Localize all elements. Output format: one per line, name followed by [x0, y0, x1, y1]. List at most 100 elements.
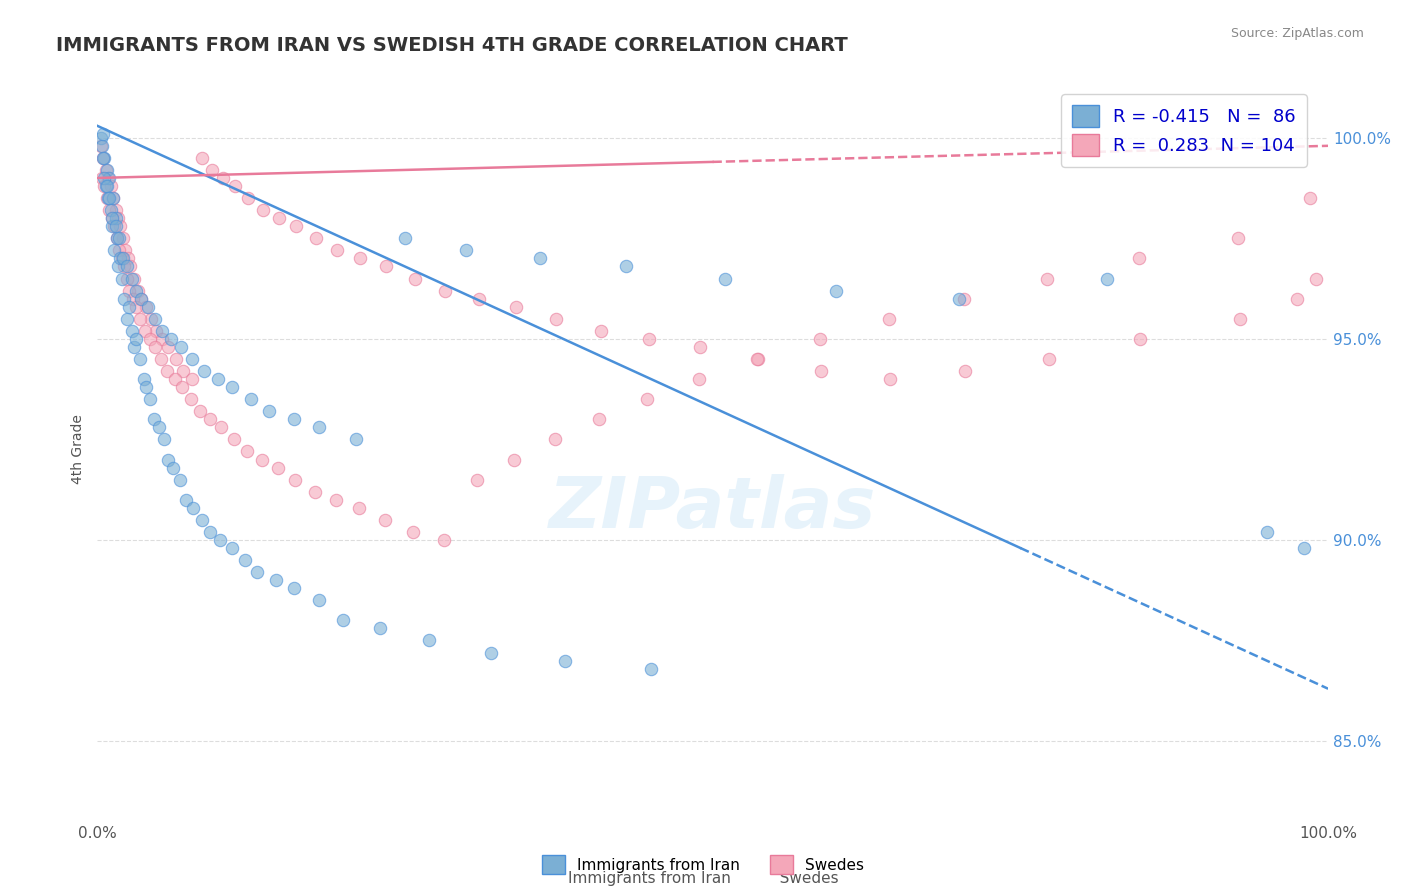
Point: [529, 252, 551, 266]
Point: [238, 191, 260, 205]
Point: [162, 460, 184, 475]
Point: [285, 219, 308, 234]
Point: [264, 573, 287, 587]
Point: [160, 332, 183, 346]
Point: [121, 292, 143, 306]
Point: [132, 372, 155, 386]
Point: [221, 380, 243, 394]
Point: [418, 633, 440, 648]
Point: [135, 380, 157, 394]
Point: [221, 541, 243, 555]
Point: [100, 179, 122, 194]
Point: [90, 130, 112, 145]
Point: [101, 211, 124, 226]
Point: [122, 271, 145, 285]
Point: [546, 311, 568, 326]
Point: [180, 392, 202, 407]
Point: [1286, 292, 1309, 306]
Point: [209, 420, 232, 434]
Point: [1036, 271, 1059, 285]
Point: [150, 351, 173, 366]
Point: [148, 420, 170, 434]
Point: [97, 171, 120, 186]
Point: [824, 284, 846, 298]
Point: [640, 662, 662, 676]
Point: [259, 404, 281, 418]
Point: [467, 292, 489, 306]
Point: [304, 484, 326, 499]
Point: [120, 260, 142, 274]
Point: [207, 372, 229, 386]
Point: [190, 151, 212, 165]
Point: [394, 231, 416, 245]
Point: [107, 260, 129, 274]
Point: [98, 203, 121, 218]
Legend: Immigrants from Iran, Swedes: Immigrants from Iran, Swedes: [536, 849, 870, 880]
Point: [1292, 541, 1315, 555]
Point: [456, 244, 478, 258]
Point: [115, 271, 138, 285]
Point: [181, 500, 204, 515]
Point: [1128, 252, 1150, 266]
Point: [745, 351, 768, 366]
Point: [1305, 271, 1327, 285]
Point: [283, 412, 305, 426]
Point: [141, 311, 163, 326]
Point: [112, 260, 135, 274]
Point: [169, 473, 191, 487]
Point: [688, 372, 710, 386]
Point: [111, 252, 134, 266]
Point: [104, 219, 127, 234]
Point: [135, 300, 157, 314]
Point: [308, 420, 330, 434]
Point: [94, 179, 117, 194]
Point: [115, 311, 138, 326]
Text: Immigrants from Iran          Swedes: Immigrants from Iran Swedes: [568, 871, 838, 886]
Point: [332, 613, 354, 627]
Point: [110, 219, 132, 234]
Point: [224, 179, 246, 194]
Point: [125, 332, 148, 346]
Point: [200, 163, 222, 178]
Point: [105, 231, 128, 245]
Point: [125, 300, 148, 314]
Point: [165, 351, 187, 366]
Point: [193, 364, 215, 378]
Point: [142, 412, 165, 426]
Point: [127, 284, 149, 298]
Point: [877, 311, 900, 326]
Point: [209, 533, 232, 547]
Point: [93, 179, 115, 194]
Point: [808, 332, 831, 346]
Point: [172, 364, 194, 378]
Point: [190, 404, 212, 418]
Point: [349, 500, 371, 515]
Point: [110, 252, 132, 266]
Point: [200, 412, 222, 426]
Point: [503, 452, 526, 467]
Point: [157, 452, 180, 467]
Point: [125, 284, 148, 298]
Point: [91, 151, 114, 165]
Point: [1298, 191, 1320, 205]
Point: [326, 244, 349, 258]
Point: [368, 622, 391, 636]
Point: [714, 271, 737, 285]
Point: [157, 340, 180, 354]
Point: [810, 364, 832, 378]
Point: [433, 533, 456, 547]
Point: [101, 191, 124, 205]
Point: [129, 351, 152, 366]
Point: [1227, 231, 1250, 245]
Point: [111, 231, 134, 245]
Point: [91, 127, 114, 141]
Point: [117, 252, 139, 266]
Point: [93, 171, 115, 186]
Point: [105, 231, 128, 245]
Point: [143, 311, 166, 326]
Point: [616, 260, 638, 274]
Point: [233, 553, 256, 567]
Point: [1256, 524, 1278, 539]
Point: [104, 203, 127, 218]
Point: [103, 244, 125, 258]
